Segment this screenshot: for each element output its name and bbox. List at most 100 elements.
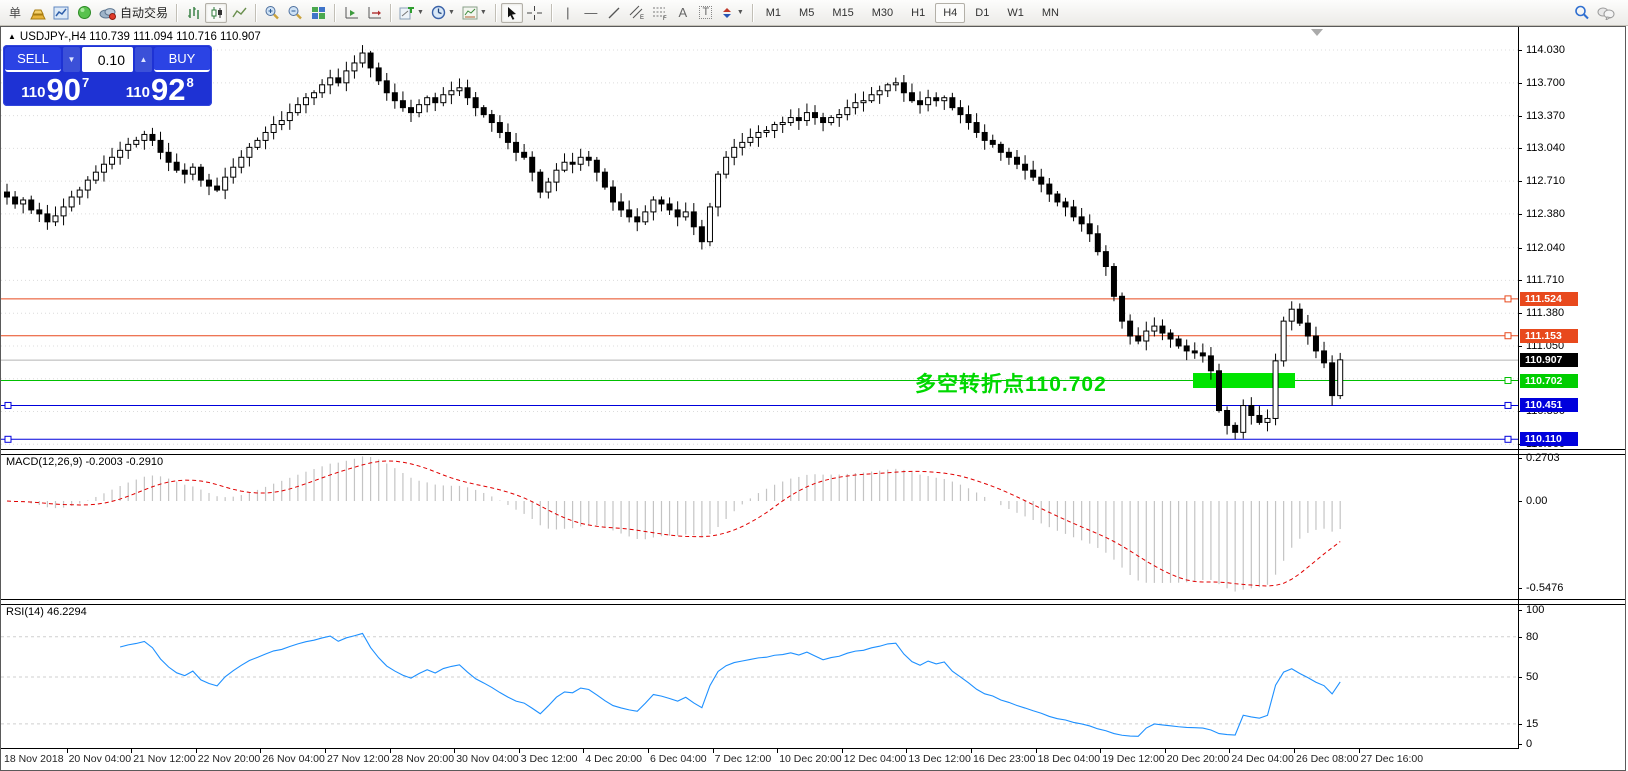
candle-body bbox=[391, 92, 398, 102]
arrows-tool[interactable]: ▼ bbox=[718, 3, 747, 23]
time-label[interactable]: 3 Dec 12:00 bbox=[520, 753, 578, 765]
candle-body bbox=[1264, 417, 1271, 423]
bar-chart-icon[interactable] bbox=[182, 3, 204, 23]
new-order-label: 单 bbox=[8, 6, 21, 20]
candle-body bbox=[1175, 338, 1182, 347]
macd-splitter[interactable] bbox=[1, 449, 1625, 455]
volume-decrease-button[interactable]: ▼ bbox=[63, 47, 80, 72]
chart-shift-icon[interactable] bbox=[363, 3, 385, 23]
timeframe-m1[interactable]: M1 bbox=[765, 6, 782, 19]
timeframe-h4[interactable]: H4 bbox=[935, 2, 966, 23]
candle-body bbox=[181, 169, 188, 175]
new-order-button[interactable]: 单 bbox=[4, 3, 26, 23]
time-label[interactable]: 30 Nov 04:00 bbox=[456, 753, 519, 765]
timeframe-m15[interactable]: M15 bbox=[832, 6, 854, 19]
time-label[interactable]: 20 Dec 20:00 bbox=[1166, 753, 1230, 765]
zoom-out-icon[interactable] bbox=[284, 3, 306, 23]
time-label[interactable]: 26 Dec 08:00 bbox=[1296, 753, 1359, 765]
templates-icon[interactable]: ▼ bbox=[459, 3, 490, 23]
timeframe-m30[interactable]: M30 bbox=[871, 6, 894, 19]
price-chart-canvas[interactable] bbox=[1, 28, 1518, 448]
rsi-canvas[interactable] bbox=[1, 603, 1518, 747]
timeframe-m5[interactable]: M5 bbox=[799, 6, 815, 19]
price-tick-label: 111.380 bbox=[1526, 307, 1565, 320]
time-label[interactable]: 26 Nov 04:00 bbox=[262, 753, 325, 765]
fibonacci-tool[interactable]: F bbox=[649, 3, 671, 23]
gold-bar-icon[interactable] bbox=[27, 3, 49, 23]
time-label[interactable]: 18 Dec 04:00 bbox=[1037, 753, 1101, 765]
time-label[interactable]: 4 Dec 20:00 bbox=[585, 753, 643, 765]
horizontal-line-tool[interactable]: — bbox=[580, 3, 602, 23]
dropdown-caret[interactable]: ▼ bbox=[447, 9, 455, 16]
trendline-icon bbox=[608, 7, 620, 18]
channel-icon: E bbox=[629, 5, 644, 20]
indicators-icon[interactable]: ▼ bbox=[396, 3, 427, 23]
time-label[interactable]: 21 Nov 12:00 bbox=[133, 753, 196, 765]
new-chart-icon[interactable] bbox=[50, 3, 72, 23]
autotrading-cloud-icon bbox=[99, 7, 116, 20]
time-tick bbox=[971, 749, 972, 753]
time-label[interactable]: 28 Nov 20:00 bbox=[391, 753, 455, 765]
rsi-axis-tick bbox=[1518, 677, 1522, 678]
cursor-tool[interactable] bbox=[500, 2, 523, 23]
time-label[interactable]: 10 Dec 20:00 bbox=[779, 753, 842, 765]
candle-body bbox=[1167, 332, 1174, 340]
line-chart-icon[interactable] bbox=[228, 3, 250, 23]
macd-axis-tick bbox=[1518, 458, 1522, 460]
volume-increase-button[interactable]: ▲ bbox=[135, 47, 152, 72]
crosshair-tool[interactable] bbox=[524, 3, 546, 23]
timeframe-h1[interactable]: H1 bbox=[911, 6, 926, 19]
rsi-splitter[interactable] bbox=[1, 599, 1625, 605]
buy-button[interactable]: BUY bbox=[154, 47, 210, 72]
dropdown-caret[interactable]: ▼ bbox=[736, 9, 744, 16]
time-label[interactable]: 16 Dec 23:00 bbox=[973, 753, 1036, 765]
candle-body bbox=[1127, 320, 1134, 337]
time-tick bbox=[131, 749, 133, 753]
separator bbox=[494, 3, 496, 22]
candle-body bbox=[311, 92, 318, 99]
zoom-in-icon[interactable] bbox=[261, 3, 283, 23]
dropdown-caret[interactable]: ▼ bbox=[479, 9, 487, 16]
periods-icon[interactable]: ▼ bbox=[428, 3, 458, 23]
trendline-tool[interactable] bbox=[603, 3, 625, 23]
text-label-tool[interactable]: T bbox=[695, 3, 717, 23]
time-label[interactable]: 27 Nov 12:00 bbox=[327, 753, 390, 765]
time-label[interactable]: 20 Nov 04:00 bbox=[68, 753, 132, 765]
time-label[interactable]: 13 Dec 12:00 bbox=[908, 753, 971, 765]
pivot-annotation[interactable]: 多空转折点110.702 bbox=[915, 373, 1107, 396]
channel-tool[interactable]: E bbox=[626, 3, 648, 23]
time-label[interactable]: 27 Dec 16:00 bbox=[1360, 753, 1424, 765]
time-label[interactable]: 22 Nov 20:00 bbox=[197, 753, 261, 765]
autotrading-button[interactable]: 自动交易 bbox=[96, 3, 171, 23]
time-label[interactable]: 12 Dec 04:00 bbox=[843, 753, 907, 765]
vertical-line-tool[interactable]: | bbox=[557, 3, 579, 23]
timeframe-w1[interactable]: W1 bbox=[1007, 6, 1024, 19]
timeframe-d1[interactable]: D1 bbox=[975, 6, 990, 19]
candle-body bbox=[1110, 266, 1117, 297]
time-label[interactable]: 18 Nov 2018 bbox=[4, 753, 64, 765]
candle-body bbox=[513, 141, 520, 153]
sell-button[interactable]: SELL bbox=[5, 47, 61, 72]
candlestick-chart-icon[interactable] bbox=[205, 2, 228, 23]
chat-icon[interactable] bbox=[1594, 3, 1618, 23]
buy-price[interactable]: 110 92 8 bbox=[108, 73, 213, 105]
candle-body bbox=[569, 161, 576, 165]
collapse-triangle-icon[interactable]: ▲ bbox=[8, 32, 16, 41]
time-label[interactable]: 19 Dec 12:00 bbox=[1102, 753, 1165, 765]
timeframe-mn[interactable]: MN bbox=[1041, 6, 1059, 19]
candle-body bbox=[844, 107, 851, 116]
search-icon[interactable] bbox=[1571, 3, 1593, 23]
candle-body bbox=[343, 70, 350, 84]
macd-canvas[interactable] bbox=[1, 453, 1518, 598]
text-tool[interactable]: A bbox=[672, 3, 694, 23]
dropdown-caret[interactable]: ▼ bbox=[417, 9, 424, 16]
time-label[interactable]: 7 Dec 12:00 bbox=[714, 753, 772, 765]
sell-price[interactable]: 110 90 7 bbox=[3, 73, 108, 105]
auto-scroll-icon[interactable] bbox=[340, 3, 362, 23]
volume-input[interactable]: 0.10 bbox=[82, 47, 133, 72]
text-icon: A bbox=[678, 5, 688, 20]
time-label[interactable]: 6 Dec 04:00 bbox=[650, 753, 707, 765]
tile-windows-icon[interactable] bbox=[307, 3, 329, 23]
time-label[interactable]: 24 Dec 04:00 bbox=[1231, 753, 1294, 765]
market-watch-icon[interactable] bbox=[73, 3, 95, 23]
